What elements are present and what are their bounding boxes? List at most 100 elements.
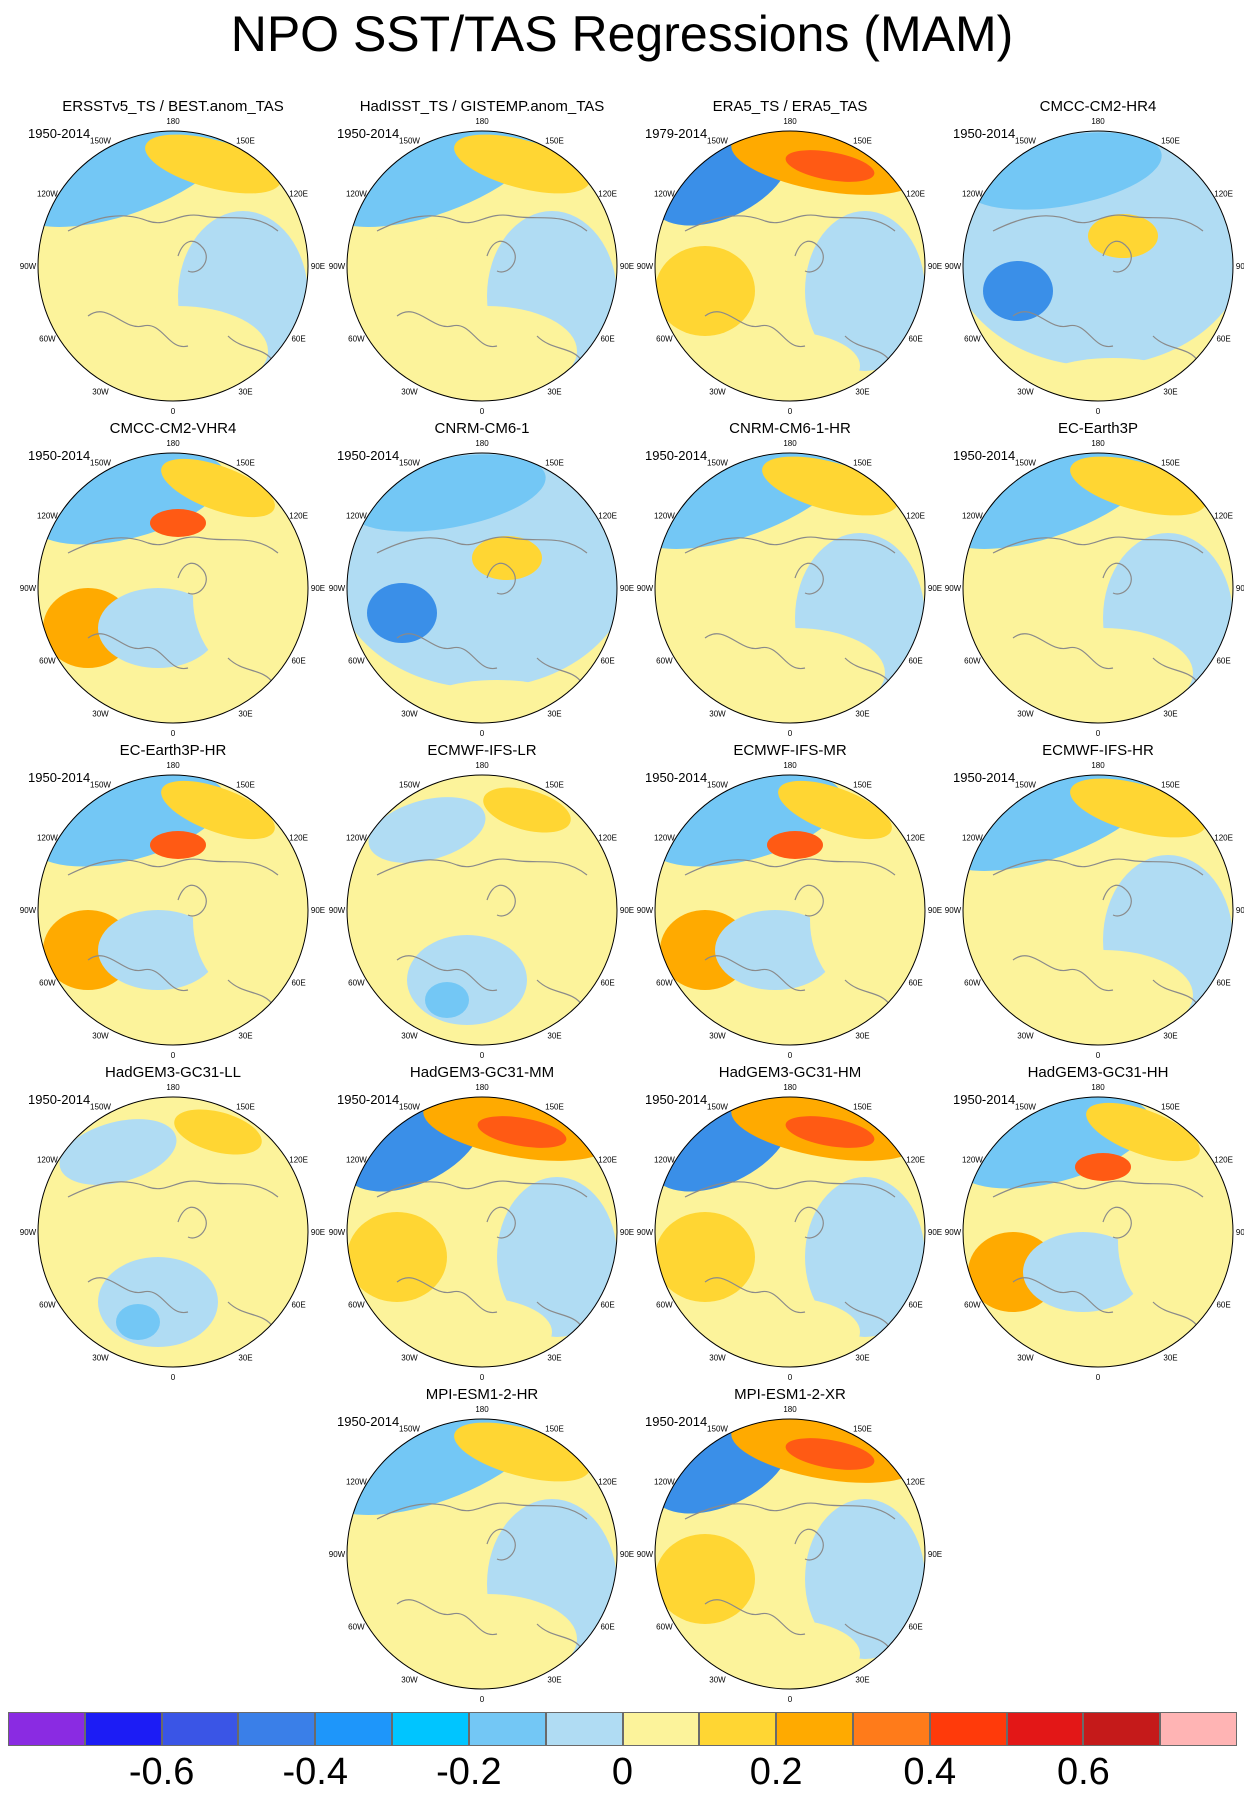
longitude-label: 0 xyxy=(480,1051,485,1060)
panel-period: 1950-2014 xyxy=(337,126,400,141)
anomaly-blob xyxy=(762,456,898,516)
anomaly-blob xyxy=(1075,1153,1131,1181)
panel-period: 1950-2014 xyxy=(645,1414,708,1429)
longitude-label: 0 xyxy=(480,1373,485,1382)
longitude-label: 90W xyxy=(20,584,37,593)
anomaly-blob xyxy=(785,1116,875,1148)
anomaly-blob xyxy=(392,1297,552,1367)
map-border xyxy=(37,452,309,724)
longitude-label: 0 xyxy=(1096,729,1101,738)
longitude-label: 30E xyxy=(238,1032,252,1041)
longitude-label: 30W xyxy=(709,388,726,397)
colorbar-label: 0.2 xyxy=(749,1751,803,1793)
map-border xyxy=(346,774,618,1046)
map-border xyxy=(346,1418,618,1690)
longitude-label: 0 xyxy=(480,1695,485,1704)
panel-period: 1950-2014 xyxy=(953,1092,1016,1107)
longitude-label: 60W xyxy=(348,335,365,344)
panel-period: 1979-2014 xyxy=(645,126,708,141)
longitude-label: 180 xyxy=(1091,1083,1105,1092)
longitude-label: 150E xyxy=(1161,136,1180,145)
polar-map: 180 150E 120E 90E 60E 30E 0 30W 60W 90W 120W 150W xyxy=(20,1083,325,1382)
panel-title: HadISST_TS / GISTEMP.anom_TAS xyxy=(359,98,605,115)
anomaly-blob xyxy=(193,523,303,673)
longitude-label: 90W xyxy=(329,906,346,915)
longitude-label: 90E xyxy=(620,584,634,593)
longitude-label: 60E xyxy=(908,1623,922,1632)
panel-title: CMCC-CM2-HR4 xyxy=(1039,98,1157,115)
map-panel: HadGEM3-GC31-LL 180 150E 120E 90E 60E 30E 0 30W 6… xyxy=(20,1064,325,1384)
anomaly-blob xyxy=(1088,214,1158,258)
longitude-label: 120E xyxy=(598,512,617,521)
longitude-label: 60W xyxy=(348,979,365,988)
longitude-label: 150E xyxy=(545,780,564,789)
anomaly-blob xyxy=(963,870,1068,950)
coastline xyxy=(376,1502,588,1650)
panel-period: 1950-2014 xyxy=(28,1092,91,1107)
anomaly-blob xyxy=(655,1534,755,1624)
anomaly-blob xyxy=(983,261,1053,321)
panel-title: HadGEM3-GC31-LL xyxy=(105,1064,241,1081)
coastline xyxy=(684,858,896,1006)
panel-period: 1950-2014 xyxy=(645,770,708,785)
polar-map: 180 150E 120E 90E 60E 30E 0 30W 60W 90W 120W 150W xyxy=(329,1083,634,1382)
anomaly-blob xyxy=(785,150,875,182)
map-panel: CNRM-CM6-1 180 150E 120E 90E 60E 30E 0 30W 60W 90W… xyxy=(329,420,634,740)
longitude-label: 90E xyxy=(928,1550,942,1559)
coastline xyxy=(992,214,1204,362)
colorbar-box xyxy=(8,1712,85,1746)
longitude-label: 60E xyxy=(291,335,305,344)
anomaly-blob xyxy=(655,1212,755,1302)
map-border xyxy=(962,130,1234,402)
longitude-label: 30W xyxy=(709,1032,726,1041)
longitude-label: 90E xyxy=(311,1228,325,1237)
longitude-label: 30W xyxy=(1017,388,1034,397)
polar-map: 180 150E 120E 90E 60E 30E 0 30W 60W 90W 120W 150W xyxy=(20,761,325,1060)
longitude-label: 120W xyxy=(37,512,58,521)
coastline xyxy=(684,1180,896,1328)
longitude-label: 30W xyxy=(401,1676,418,1685)
longitude-label: 60E xyxy=(1216,657,1230,666)
longitude-label: 90W xyxy=(20,262,37,271)
anomaly-blob xyxy=(778,780,892,840)
anomaly-blob xyxy=(705,628,885,718)
longitude-label: 60E xyxy=(291,657,305,666)
panel-period: 1950-2014 xyxy=(953,126,1016,141)
map-panel: HadGEM3-GC31-MM 180 150E 120E 90E 60E 30E 0 30W 6… xyxy=(329,1064,634,1384)
longitude-label: 60E xyxy=(908,335,922,344)
panel-period: 1950-2014 xyxy=(337,448,400,463)
longitude-label: 30E xyxy=(1163,388,1177,397)
longitude-label: 30E xyxy=(1163,1032,1177,1041)
colorbar-box xyxy=(161,1712,239,1746)
anomaly-blob xyxy=(88,306,268,396)
longitude-label: 60W xyxy=(348,657,365,666)
longitude-label: 180 xyxy=(783,1405,797,1414)
colorbar-label: -0.2 xyxy=(436,1751,502,1793)
longitude-label: 180 xyxy=(783,117,797,126)
colorbar-box xyxy=(1083,1712,1161,1746)
panel-title: CNRM-CM6-1-HR xyxy=(729,420,851,437)
longitude-label: 180 xyxy=(1091,439,1105,448)
longitude-label: 60E xyxy=(908,657,922,666)
polar-map: 180 150E 120E 90E 60E 30E 0 30W 60W 90W 120W 150W xyxy=(20,439,325,738)
longitude-label: 30E xyxy=(547,1676,561,1685)
coastline xyxy=(67,214,279,362)
longitude-label: 0 xyxy=(1096,1373,1101,1382)
colorbar-box xyxy=(1006,1712,1084,1746)
longitude-label: 60E xyxy=(1216,1301,1230,1310)
anomaly-blob xyxy=(161,780,275,840)
longitude-label: 150W xyxy=(399,136,420,145)
colorbar-label: 0 xyxy=(611,1751,634,1793)
anomaly-blob xyxy=(767,831,823,859)
longitude-label: 30W xyxy=(401,1354,418,1363)
panel-title: MPI-ESM1-2-XR xyxy=(734,1386,846,1403)
longitude-label: 120E xyxy=(906,512,925,521)
longitude-label: 180 xyxy=(475,761,489,770)
longitude-label: 60W xyxy=(656,979,673,988)
colorbar-box xyxy=(929,1712,1007,1746)
polar-map: 180 150E 120E 90E 60E 30E 0 30W 60W 90W 120W 150W xyxy=(945,439,1244,738)
colorbar xyxy=(8,1712,1237,1746)
longitude-label: 90E xyxy=(928,584,942,593)
anomaly-blob xyxy=(397,306,577,396)
longitude-label: 90W xyxy=(945,1228,962,1237)
